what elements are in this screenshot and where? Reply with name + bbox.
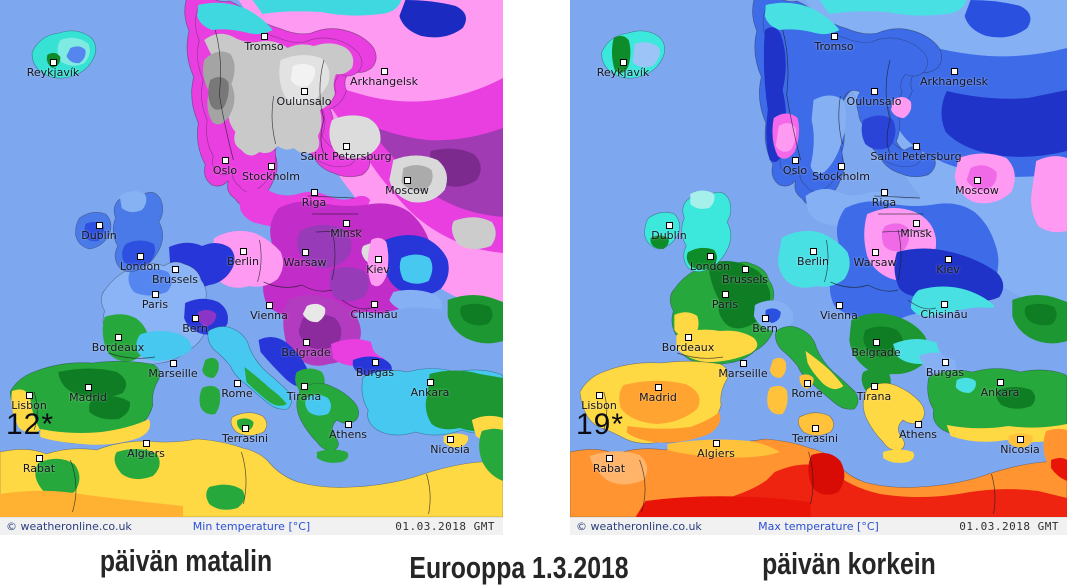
max-map-infobar: © weatheronline.co.uk Max temperature [°… bbox=[570, 517, 1067, 535]
max-map-graphic bbox=[570, 0, 1067, 517]
caption-min: päivän matalin bbox=[99, 543, 273, 578]
copyright-link[interactable]: © weatheronline.co.uk bbox=[576, 520, 702, 533]
min-map-image: Reykjavík Tromso Arkhangelsk Oulunsalo Saint… bbox=[0, 0, 503, 517]
min-map-graphic bbox=[0, 0, 503, 517]
max-map-datetime: 01.03.2018 GMT bbox=[959, 520, 1059, 533]
copyright-link[interactable]: © weatheronline.co.uk bbox=[6, 520, 132, 533]
max-temperature-map-panel[interactable]: Reykjavík Tromso Arkhangelsk Oulunsalo Saint… bbox=[570, 0, 1067, 535]
caption-title: Eurooppa 1.3.2018 bbox=[409, 550, 629, 585]
min-temperature-map-panel[interactable]: Reykjavík Tromso Arkhangelsk Oulunsalo Saint… bbox=[0, 0, 503, 535]
min-map-infobar: © weatheronline.co.uk Min temperature [°… bbox=[0, 517, 503, 535]
max-temp-overlay-value: 19* bbox=[576, 408, 625, 441]
max-map-title: Max temperature [°C] bbox=[758, 520, 879, 533]
max-map-image: Reykjavík Tromso Arkhangelsk Oulunsalo Saint… bbox=[570, 0, 1067, 517]
min-temp-overlay-value: 12* bbox=[6, 408, 55, 441]
min-map-title: Min temperature [°C] bbox=[192, 520, 311, 533]
caption-max: päivän korkein bbox=[762, 546, 936, 581]
caption-row: päivän matalin Eurooppa 1.3.2018 päivän … bbox=[0, 535, 1067, 588]
min-map-datetime: 01.03.2018 GMT bbox=[395, 520, 495, 533]
